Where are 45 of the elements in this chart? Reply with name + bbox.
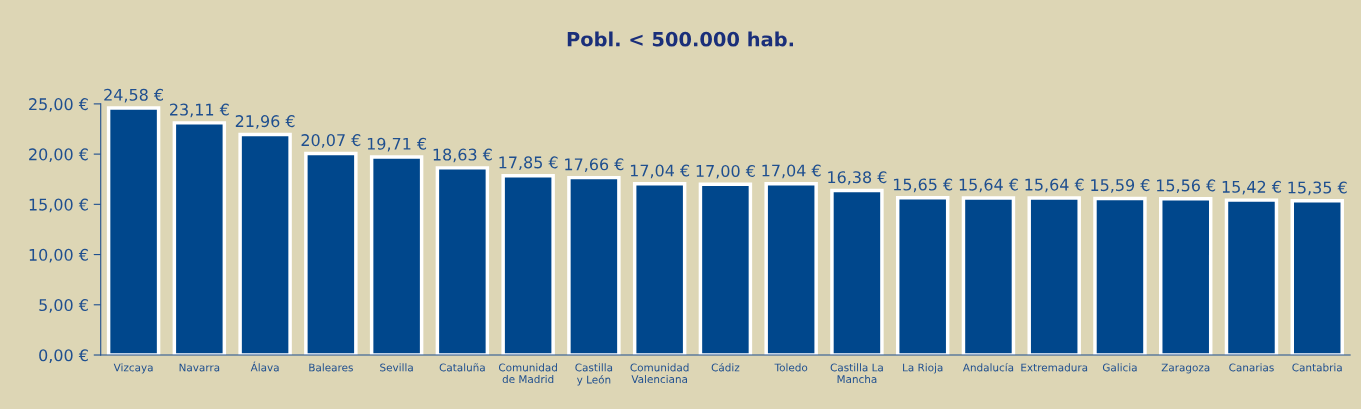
data-label: 23,11 €	[170, 103, 229, 118]
data-label: 17,66 €	[565, 158, 624, 172]
data-label: 15,42 €	[1222, 180, 1281, 195]
data-label: 21,96 €	[235, 115, 295, 129]
x-tick-label: Canarias	[1229, 363, 1274, 372]
x-tick-label: La Rioja	[903, 363, 943, 374]
x-tick-label: Extremadura	[1021, 363, 1088, 372]
data-label: 15,65 €	[893, 178, 953, 193]
data-label: 16,38 €	[828, 171, 887, 185]
x-tick-label: Navarra	[179, 363, 220, 372]
x-tick-label: Galicia	[1102, 363, 1137, 372]
data-label: 15,59 €	[1091, 179, 1150, 193]
chart-title: Pobl. < 500.000 hab.	[567, 31, 794, 47]
data-label: 19,71 €	[367, 137, 427, 152]
data-label: 15,64 €	[1025, 178, 1084, 193]
y-tick-label: 5,00 €	[39, 299, 88, 313]
x-tick-label: Comunidad de Madrid	[498, 363, 557, 384]
x-tick-label: Zaragoza	[1161, 363, 1210, 374]
x-tick-label: Baleares	[309, 363, 353, 372]
data-label: 18,63 €	[433, 148, 492, 163]
data-label: 17,04 €	[630, 164, 690, 179]
y-tick-label: 0,00 €	[39, 349, 88, 363]
x-tick-label: Toledo	[774, 363, 808, 372]
data-label: 17,04 €	[762, 164, 821, 179]
data-label: 15,56 €	[1156, 179, 1216, 194]
y-tick-label: 15,00 €	[29, 198, 88, 213]
data-label: 24,58 €	[104, 88, 164, 103]
x-tick-label: Álava	[250, 361, 279, 372]
x-tick-label: Comunidad Valenciana	[630, 363, 689, 384]
x-tick-label: Cantabria	[1292, 363, 1342, 372]
y-tick-label: 25,00 €	[29, 98, 88, 112]
data-label: 17,00 €	[696, 164, 755, 179]
x-tick-label: Cádiz	[711, 362, 740, 372]
x-tick-label: Castilla y León	[575, 363, 613, 386]
x-tick-label: Castilla La Mancha	[830, 363, 883, 384]
x-tick-label: Vizcaya	[113, 363, 153, 374]
y-tick-label: 20,00 €	[29, 148, 88, 163]
x-tick-label: Cataluña	[439, 363, 485, 372]
data-label: 17,85 €	[499, 156, 558, 171]
data-label: 15,64 €	[959, 178, 1018, 193]
x-tick-label: Sevilla	[380, 363, 413, 372]
data-label: 20,07 €	[301, 134, 361, 148]
y-tick-label: 10,00 €	[29, 248, 88, 263]
x-tick-label: Andalucía	[962, 362, 1014, 372]
data-label: 15,35 €	[1288, 181, 1347, 196]
